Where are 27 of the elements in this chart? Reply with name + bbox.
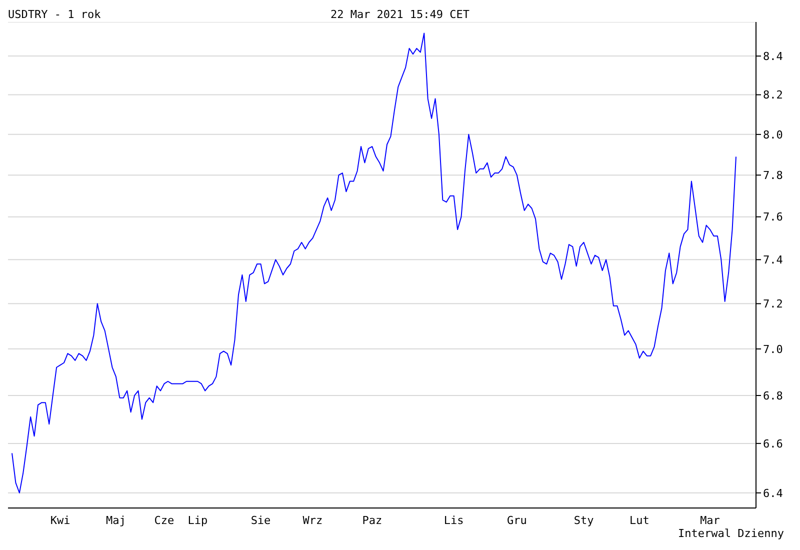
x-tick-label: Maj bbox=[106, 514, 126, 527]
y-tick-label: 7.0 bbox=[763, 342, 783, 356]
chart-subtitle: 22 Mar 2021 15:49 CET bbox=[330, 8, 470, 21]
chart-title: USDTRY - 1 rok bbox=[8, 8, 101, 21]
x-tick-label: Sty bbox=[574, 514, 594, 527]
y-tick-label: 6.6 bbox=[763, 437, 783, 450]
y-tick-label: 8.2 bbox=[763, 88, 783, 102]
x-tick-label: Sie bbox=[250, 514, 271, 527]
text: Interwal Dzienny bbox=[678, 527, 784, 540]
y-tick-label: 7.6 bbox=[763, 210, 783, 224]
y-tick-label: 6.4 bbox=[763, 486, 784, 500]
y-tick-label: 8.0 bbox=[763, 128, 783, 142]
x-tick-label: Lip bbox=[188, 514, 208, 527]
x-tick-label: Wrz bbox=[302, 514, 323, 527]
x-tick-label: Mar bbox=[700, 514, 720, 527]
x-tick-label: Kwi bbox=[50, 514, 70, 527]
y-tick-label: 7.8 bbox=[763, 169, 783, 182]
y-tick-label: 8.4 bbox=[763, 50, 784, 63]
y-tick-label: 7.4 bbox=[763, 254, 784, 267]
x-tick-label: Lut bbox=[630, 514, 650, 527]
x-tick-label: Cze bbox=[154, 514, 174, 527]
line-series bbox=[12, 32, 736, 494]
x-tick-label: Gru bbox=[507, 514, 527, 527]
y-tick-label: 7.2 bbox=[763, 298, 783, 311]
x-tick-label: Lis bbox=[444, 514, 464, 527]
x-tick-label: Paz bbox=[362, 514, 382, 527]
y-tick-label: 6.8 bbox=[763, 389, 783, 402]
